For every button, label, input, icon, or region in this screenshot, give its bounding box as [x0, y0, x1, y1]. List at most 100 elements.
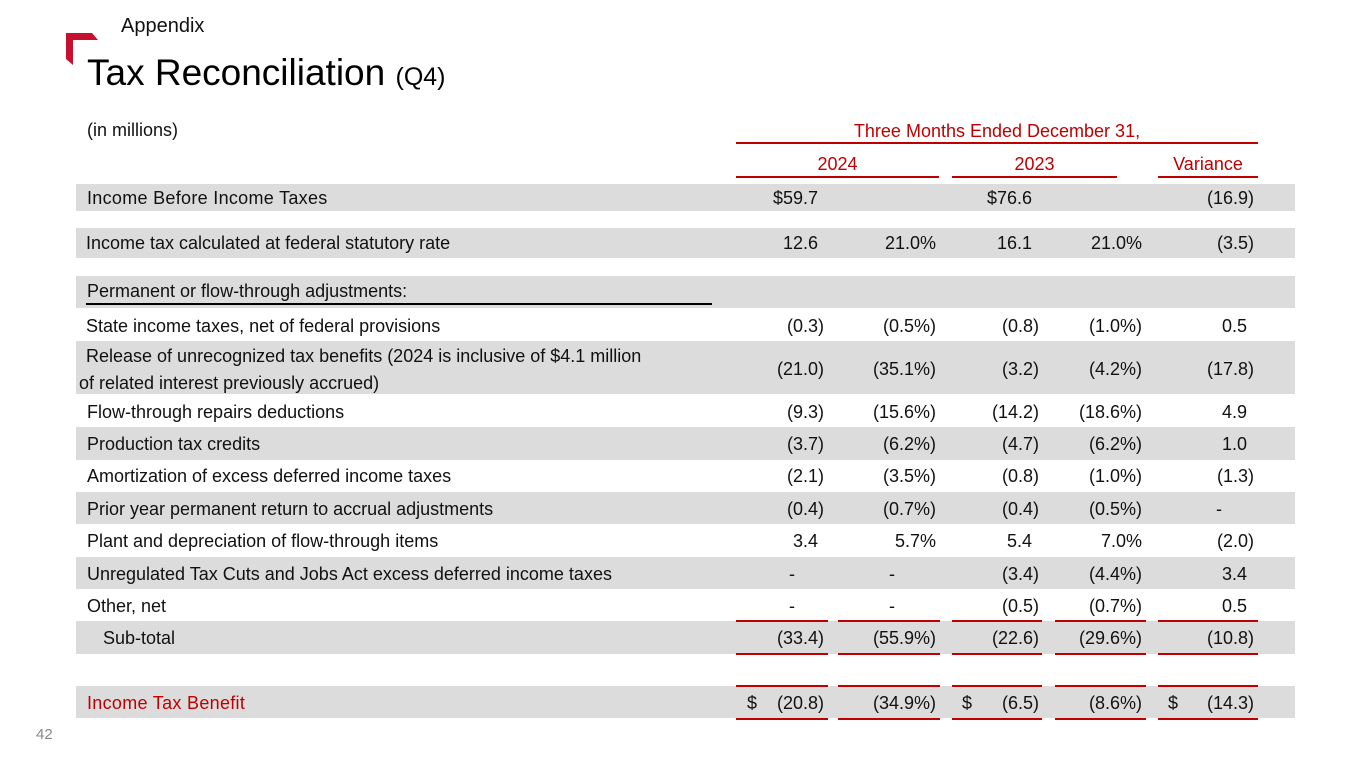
- value-2024: (20.8): [776, 693, 824, 713]
- row-band: [76, 557, 1295, 589]
- total-rule: [1158, 685, 1258, 687]
- total-rule: [1055, 653, 1146, 655]
- header-rule: [736, 142, 1258, 144]
- value-2024: (21.0): [776, 359, 824, 379]
- total-rule: [736, 620, 828, 622]
- value-2023: (0.5): [1001, 596, 1039, 616]
- value-2023: (22.6): [991, 628, 1039, 648]
- total-rule: [736, 718, 828, 720]
- row-label: Plant and depreciation of flow-through i…: [87, 531, 439, 551]
- row-label: Income Before Income Taxes: [87, 188, 328, 208]
- total-rule: [1158, 653, 1258, 655]
- pct-2023: (29.6%): [1078, 628, 1142, 648]
- period-header: Three Months Ended December 31,: [853, 121, 1141, 141]
- value-2024: 3.4: [792, 531, 818, 551]
- page-number: 42: [36, 726, 53, 743]
- pct-2024: -: [889, 564, 895, 584]
- subheading-underline: [86, 303, 712, 305]
- variance-value: (14.3): [1206, 693, 1254, 713]
- total-rule: [1055, 685, 1146, 687]
- pct-2023: (4.4%): [1088, 564, 1142, 584]
- pct-2023: (8.6%): [1088, 693, 1142, 713]
- total-rule: [736, 653, 828, 655]
- year-2023-header: 2023: [1014, 154, 1055, 174]
- row-label: Prior year permanent return to accrual a…: [87, 499, 494, 519]
- row-band: [76, 341, 1295, 394]
- row-label: Unregulated Tax Cuts and Jobs Act excess…: [87, 564, 612, 584]
- value-2023: (0.4): [1001, 499, 1039, 519]
- value-2023: $76.6: [986, 188, 1032, 208]
- row-label-cont: of related interest previously accrued): [79, 373, 380, 393]
- value-2023: 5.4: [1006, 531, 1032, 551]
- value-2024: -: [789, 564, 795, 584]
- value-2024: (33.4): [776, 628, 824, 648]
- value-2023: (3.4): [1001, 564, 1039, 584]
- pct-2024: (3.5%): [882, 466, 936, 486]
- total-rule: [1055, 718, 1146, 720]
- value-2024: 12.6: [782, 233, 818, 253]
- variance-value: (1.3): [1216, 466, 1254, 486]
- pct-2023: (0.7%): [1088, 596, 1142, 616]
- pct-2024: (34.9%): [872, 693, 936, 713]
- value-2023: (14.2): [991, 402, 1039, 422]
- value-2024: (3.7): [786, 434, 824, 454]
- total-rule: [952, 653, 1042, 655]
- variance-value: -: [1216, 499, 1222, 519]
- variance-value: (17.8): [1206, 359, 1254, 379]
- variance-value: (16.9): [1206, 188, 1254, 208]
- total-rule: [838, 620, 940, 622]
- row-band: [76, 228, 1295, 258]
- total-rule: [736, 685, 828, 687]
- row-band: [76, 276, 1295, 308]
- row-label: Income Tax Benefit: [87, 693, 246, 713]
- pct-2023: (4.2%): [1088, 359, 1142, 379]
- pct-2023: 21.0%: [1090, 233, 1142, 253]
- row-label: Flow-through repairs deductions: [87, 402, 345, 422]
- value-2023: (4.7): [1001, 434, 1039, 454]
- row-label: Production tax credits: [87, 434, 261, 454]
- pct-2024: 21.0%: [884, 233, 936, 253]
- variance-rule: [1158, 176, 1258, 178]
- variance-value: 0.5: [1221, 596, 1247, 616]
- row-band: [76, 621, 1295, 654]
- variance-value: (3.5): [1216, 233, 1254, 253]
- pct-2024: (0.7%): [882, 499, 936, 519]
- pct-2024: (35.1%): [872, 359, 936, 379]
- value-2024: (0.4): [786, 499, 824, 519]
- row-band: [76, 184, 1295, 211]
- variance-value: 1.0: [1221, 434, 1247, 454]
- variance-header: Variance: [1173, 154, 1243, 174]
- year-2024-rule: [736, 176, 939, 178]
- value-2023: (0.8): [1001, 316, 1039, 336]
- company-logo: [66, 33, 98, 65]
- total-rule: [1158, 718, 1258, 720]
- section-label: Appendix: [121, 15, 205, 37]
- row-band: [76, 427, 1295, 460]
- pct-2024: (55.9%): [872, 628, 936, 648]
- row-label: Other, net: [87, 596, 167, 616]
- pct-2023: (1.0%): [1088, 316, 1142, 336]
- pct-2024: 5.7%: [894, 531, 936, 551]
- currency-symbol: $: [1168, 693, 1179, 713]
- currency-symbol: $: [747, 693, 758, 713]
- pct-2023: (6.2%): [1088, 434, 1142, 454]
- pct-2023: (1.0%): [1088, 466, 1142, 486]
- variance-value: 0.5: [1221, 316, 1247, 336]
- pct-2023: 7.0%: [1100, 531, 1142, 551]
- year-2024-header: 2024: [817, 154, 858, 174]
- value-2024: (0.3): [786, 316, 824, 336]
- pct-2023: (18.6%): [1078, 402, 1142, 422]
- row-label: Release of unrecognized tax benefits (20…: [86, 346, 642, 366]
- total-rule: [952, 718, 1042, 720]
- value-2024: (9.3): [786, 402, 824, 422]
- total-rule: [952, 620, 1042, 622]
- units-note: (in millions): [87, 120, 179, 140]
- row-band: [76, 686, 1295, 718]
- value-2023: (3.2): [1001, 359, 1039, 379]
- value-2023: 16.1: [996, 233, 1032, 253]
- value-2024: -: [789, 596, 795, 616]
- total-rule: [838, 653, 940, 655]
- year-2023-rule: [952, 176, 1117, 178]
- row-label: Income tax calculated at federal statuto…: [86, 233, 451, 253]
- section-subheading: Permanent or flow-through adjustments:: [87, 281, 408, 301]
